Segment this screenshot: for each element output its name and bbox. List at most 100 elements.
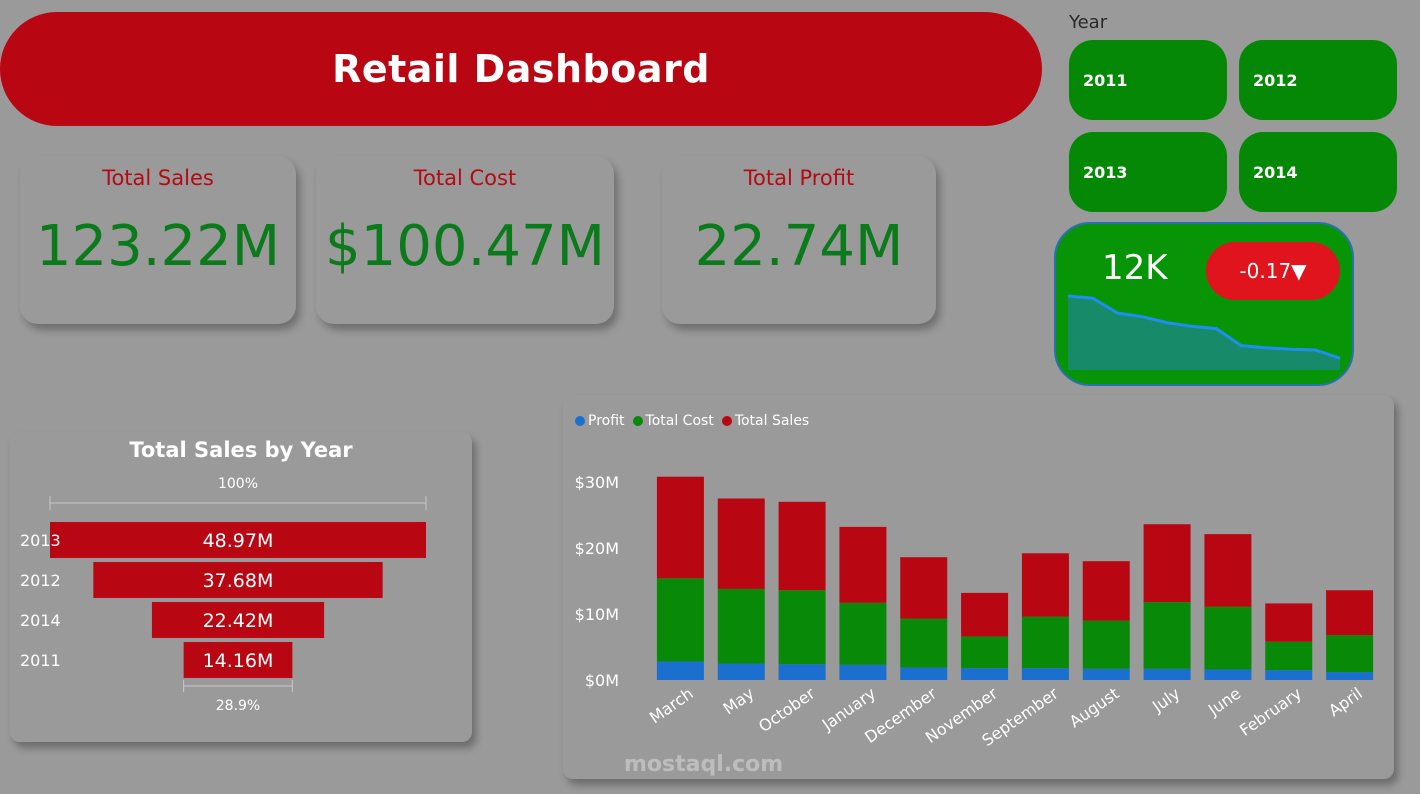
legend-item-total-cost[interactable]: Total Cost	[632, 413, 714, 429]
bar-segment-total-sales[interactable]	[717, 498, 765, 589]
title-banner: Retail Dashboard	[0, 12, 1042, 126]
sparkline-area	[1068, 296, 1340, 370]
trend-delta-badge: -0.17▼	[1206, 242, 1340, 300]
bar-segment-total-sales[interactable]	[1082, 561, 1130, 621]
x-tick-label: April	[1325, 684, 1366, 721]
funnel-bar-label: 37.68M	[203, 570, 274, 592]
kpi-card-total-cost: Total Cost $100.47M	[316, 156, 614, 324]
funnel-category-label: 2013	[20, 531, 61, 550]
funnel-bar[interactable]	[50, 522, 426, 558]
x-tick-label: August	[1066, 684, 1123, 732]
legend-label: Total Sales	[734, 413, 810, 429]
funnel-chart: 100% 48.97M 2013 37.68M 2012 22.42M 2014 14.16M…	[20, 476, 427, 714]
kpi-value: 22.74M	[694, 214, 904, 279]
bar-segment-profit[interactable]	[717, 663, 765, 681]
funnel-bottom-percent: 28.9%	[216, 698, 260, 714]
x-tick-label: May	[720, 684, 758, 719]
sparkline-chart	[1067, 294, 1341, 370]
bar-segment-total-cost[interactable]	[656, 578, 704, 662]
bar-segment-total-sales[interactable]	[1265, 603, 1313, 642]
year-button-2013[interactable]: 2013	[1069, 132, 1227, 212]
bar-segment-profit[interactable]	[1204, 669, 1252, 680]
kpi-label: Total Cost	[413, 166, 517, 190]
y-tick-label: $30M	[575, 473, 619, 492]
bar-segment-total-sales[interactable]	[961, 592, 1009, 637]
bar-segment-total-sales[interactable]	[778, 501, 826, 591]
legend-item-total-sales[interactable]: Total Sales	[721, 413, 810, 429]
legend-label: Profit	[588, 413, 625, 429]
chart-legend: Profit Total Cost Total Sales	[575, 413, 809, 429]
funnel-bar[interactable]	[93, 562, 383, 598]
bar-segment-profit[interactable]	[961, 668, 1009, 680]
legend-item-profit[interactable]: Profit	[575, 413, 625, 429]
bar-segment-total-cost[interactable]	[1265, 641, 1313, 671]
bar-segment-total-cost[interactable]	[778, 590, 826, 665]
kpi-card-total-profit: Total Profit 22.74M	[662, 156, 936, 324]
bar-segment-total-sales[interactable]	[1204, 534, 1252, 607]
year-button-2012[interactable]: 2012	[1239, 40, 1397, 120]
funnel-bar-label: 22.42M	[203, 610, 274, 632]
y-tick-label: $10M	[575, 605, 619, 624]
bar-segment-total-sales[interactable]	[839, 526, 887, 603]
y-tick-label: $20M	[575, 539, 619, 558]
sparkline-line	[1067, 294, 1341, 360]
funnel-bar-label: 48.97M	[203, 530, 274, 552]
bar-segment-total-sales[interactable]	[900, 557, 948, 619]
legend-dot-profit	[575, 416, 585, 426]
funnel-category-label: 2012	[20, 571, 61, 590]
bar-segment-profit[interactable]	[1143, 668, 1191, 680]
kpi-label: Total Profit	[743, 166, 855, 190]
bar-segment-total-sales[interactable]	[1326, 590, 1374, 636]
bar-segment-total-cost[interactable]	[1143, 602, 1191, 669]
trend-kpi-card: 12K -0.17▼	[1054, 222, 1354, 386]
year-filter-label: Year	[1069, 12, 1108, 33]
x-tick-label: June	[1204, 684, 1244, 720]
bar-segment-profit[interactable]	[1021, 668, 1069, 680]
bar-segment-total-cost[interactable]	[1082, 620, 1130, 669]
y-tick-label: $0M	[585, 671, 619, 690]
x-tick-label: February	[1236, 684, 1305, 740]
funnel-category-label: 2014	[20, 611, 61, 630]
funnel-category-label: 2011	[20, 651, 61, 670]
bar-segment-total-cost[interactable]	[961, 636, 1009, 669]
bar-segment-profit[interactable]	[1326, 672, 1374, 680]
legend-dot-total-cost	[632, 416, 643, 426]
bar-segment-profit[interactable]	[1265, 670, 1313, 680]
bar-segment-total-cost[interactable]	[839, 602, 887, 665]
bar-segment-total-cost[interactable]	[1021, 616, 1069, 669]
x-tick-label: March	[646, 684, 697, 728]
page-title: Retail Dashboard	[332, 47, 710, 91]
bar-segment-total-sales[interactable]	[1143, 524, 1191, 603]
kpi-label: Total Sales	[102, 166, 214, 190]
kpi-card-total-sales: Total Sales 123.22M	[20, 156, 296, 324]
funnel-chart-card: Total Sales by Year 100% 48.97M 2013 37.68M…	[10, 432, 472, 742]
bar-segment-profit[interactable]	[1082, 668, 1130, 680]
bar-segment-profit[interactable]	[778, 664, 826, 680]
funnel-bar-label: 14.16M	[203, 650, 274, 672]
kpi-value: $100.47M	[325, 214, 605, 279]
bar-segment-total-cost[interactable]	[1204, 606, 1252, 670]
bar-segment-total-cost[interactable]	[717, 588, 765, 664]
legend-label: Total Cost	[645, 413, 714, 429]
bar-segment-total-cost[interactable]	[1326, 635, 1374, 673]
x-tick-label: July	[1148, 684, 1183, 717]
funnel-top-percent: 100%	[218, 476, 258, 492]
funnel-bar[interactable]	[151, 602, 325, 638]
x-tick-label: October	[755, 683, 819, 736]
bar-segment-total-sales[interactable]	[656, 476, 704, 579]
bar-segment-profit[interactable]	[656, 661, 704, 680]
trend-kpi-value: 12K	[1102, 248, 1168, 288]
funnel-chart-title: Total Sales by Year	[129, 438, 353, 462]
bar-segment-profit[interactable]	[900, 667, 948, 680]
stacked-bar-chart-card: Profit Total Cost Total Sales $0M $10M $20…	[563, 395, 1394, 779]
legend-dot-total-sales	[721, 416, 732, 426]
bar-segment-profit[interactable]	[839, 664, 887, 680]
year-button-2011[interactable]: 2011	[1069, 40, 1227, 120]
bar-segment-total-cost[interactable]	[900, 618, 948, 668]
watermark-text: mostaql.com	[624, 752, 784, 777]
funnel-bar[interactable]	[183, 642, 293, 678]
bar-segment-total-sales[interactable]	[1021, 553, 1069, 617]
kpi-value: 123.22M	[35, 214, 281, 279]
year-button-2014[interactable]: 2014	[1239, 132, 1397, 212]
